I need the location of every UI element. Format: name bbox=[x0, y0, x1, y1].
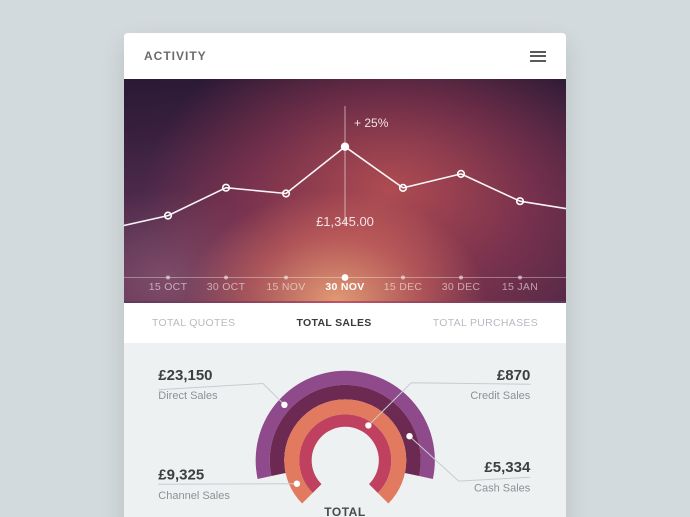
svg-text:£870: £870 bbox=[497, 367, 530, 384]
svg-text:30 DEC: 30 DEC bbox=[442, 281, 481, 293]
svg-text:Direct Sales: Direct Sales bbox=[158, 390, 218, 402]
svg-text:15 JAN: 15 JAN bbox=[502, 281, 538, 293]
svg-text:30 NOV: 30 NOV bbox=[325, 281, 364, 293]
svg-text:15 NOV: 15 NOV bbox=[266, 281, 305, 293]
svg-text:30 OCT: 30 OCT bbox=[207, 281, 246, 293]
svg-text:£5,334: £5,334 bbox=[484, 459, 531, 476]
svg-text:15 DEC: 15 DEC bbox=[384, 281, 423, 293]
svg-text:Cash Sales: Cash Sales bbox=[474, 483, 531, 495]
svg-text:Credit Sales: Credit Sales bbox=[470, 390, 530, 402]
svg-text:15 OCT: 15 OCT bbox=[149, 281, 188, 293]
svg-text:£1,345.00: £1,345.00 bbox=[316, 214, 374, 229]
svg-text:+ 25%: + 25% bbox=[354, 116, 389, 130]
svg-text:Channel Sales: Channel Sales bbox=[158, 490, 230, 502]
svg-text:TOTAL: TOTAL bbox=[324, 505, 365, 517]
svg-text:£9,325: £9,325 bbox=[158, 467, 204, 484]
svg-text:£23,150: £23,150 bbox=[158, 367, 212, 384]
